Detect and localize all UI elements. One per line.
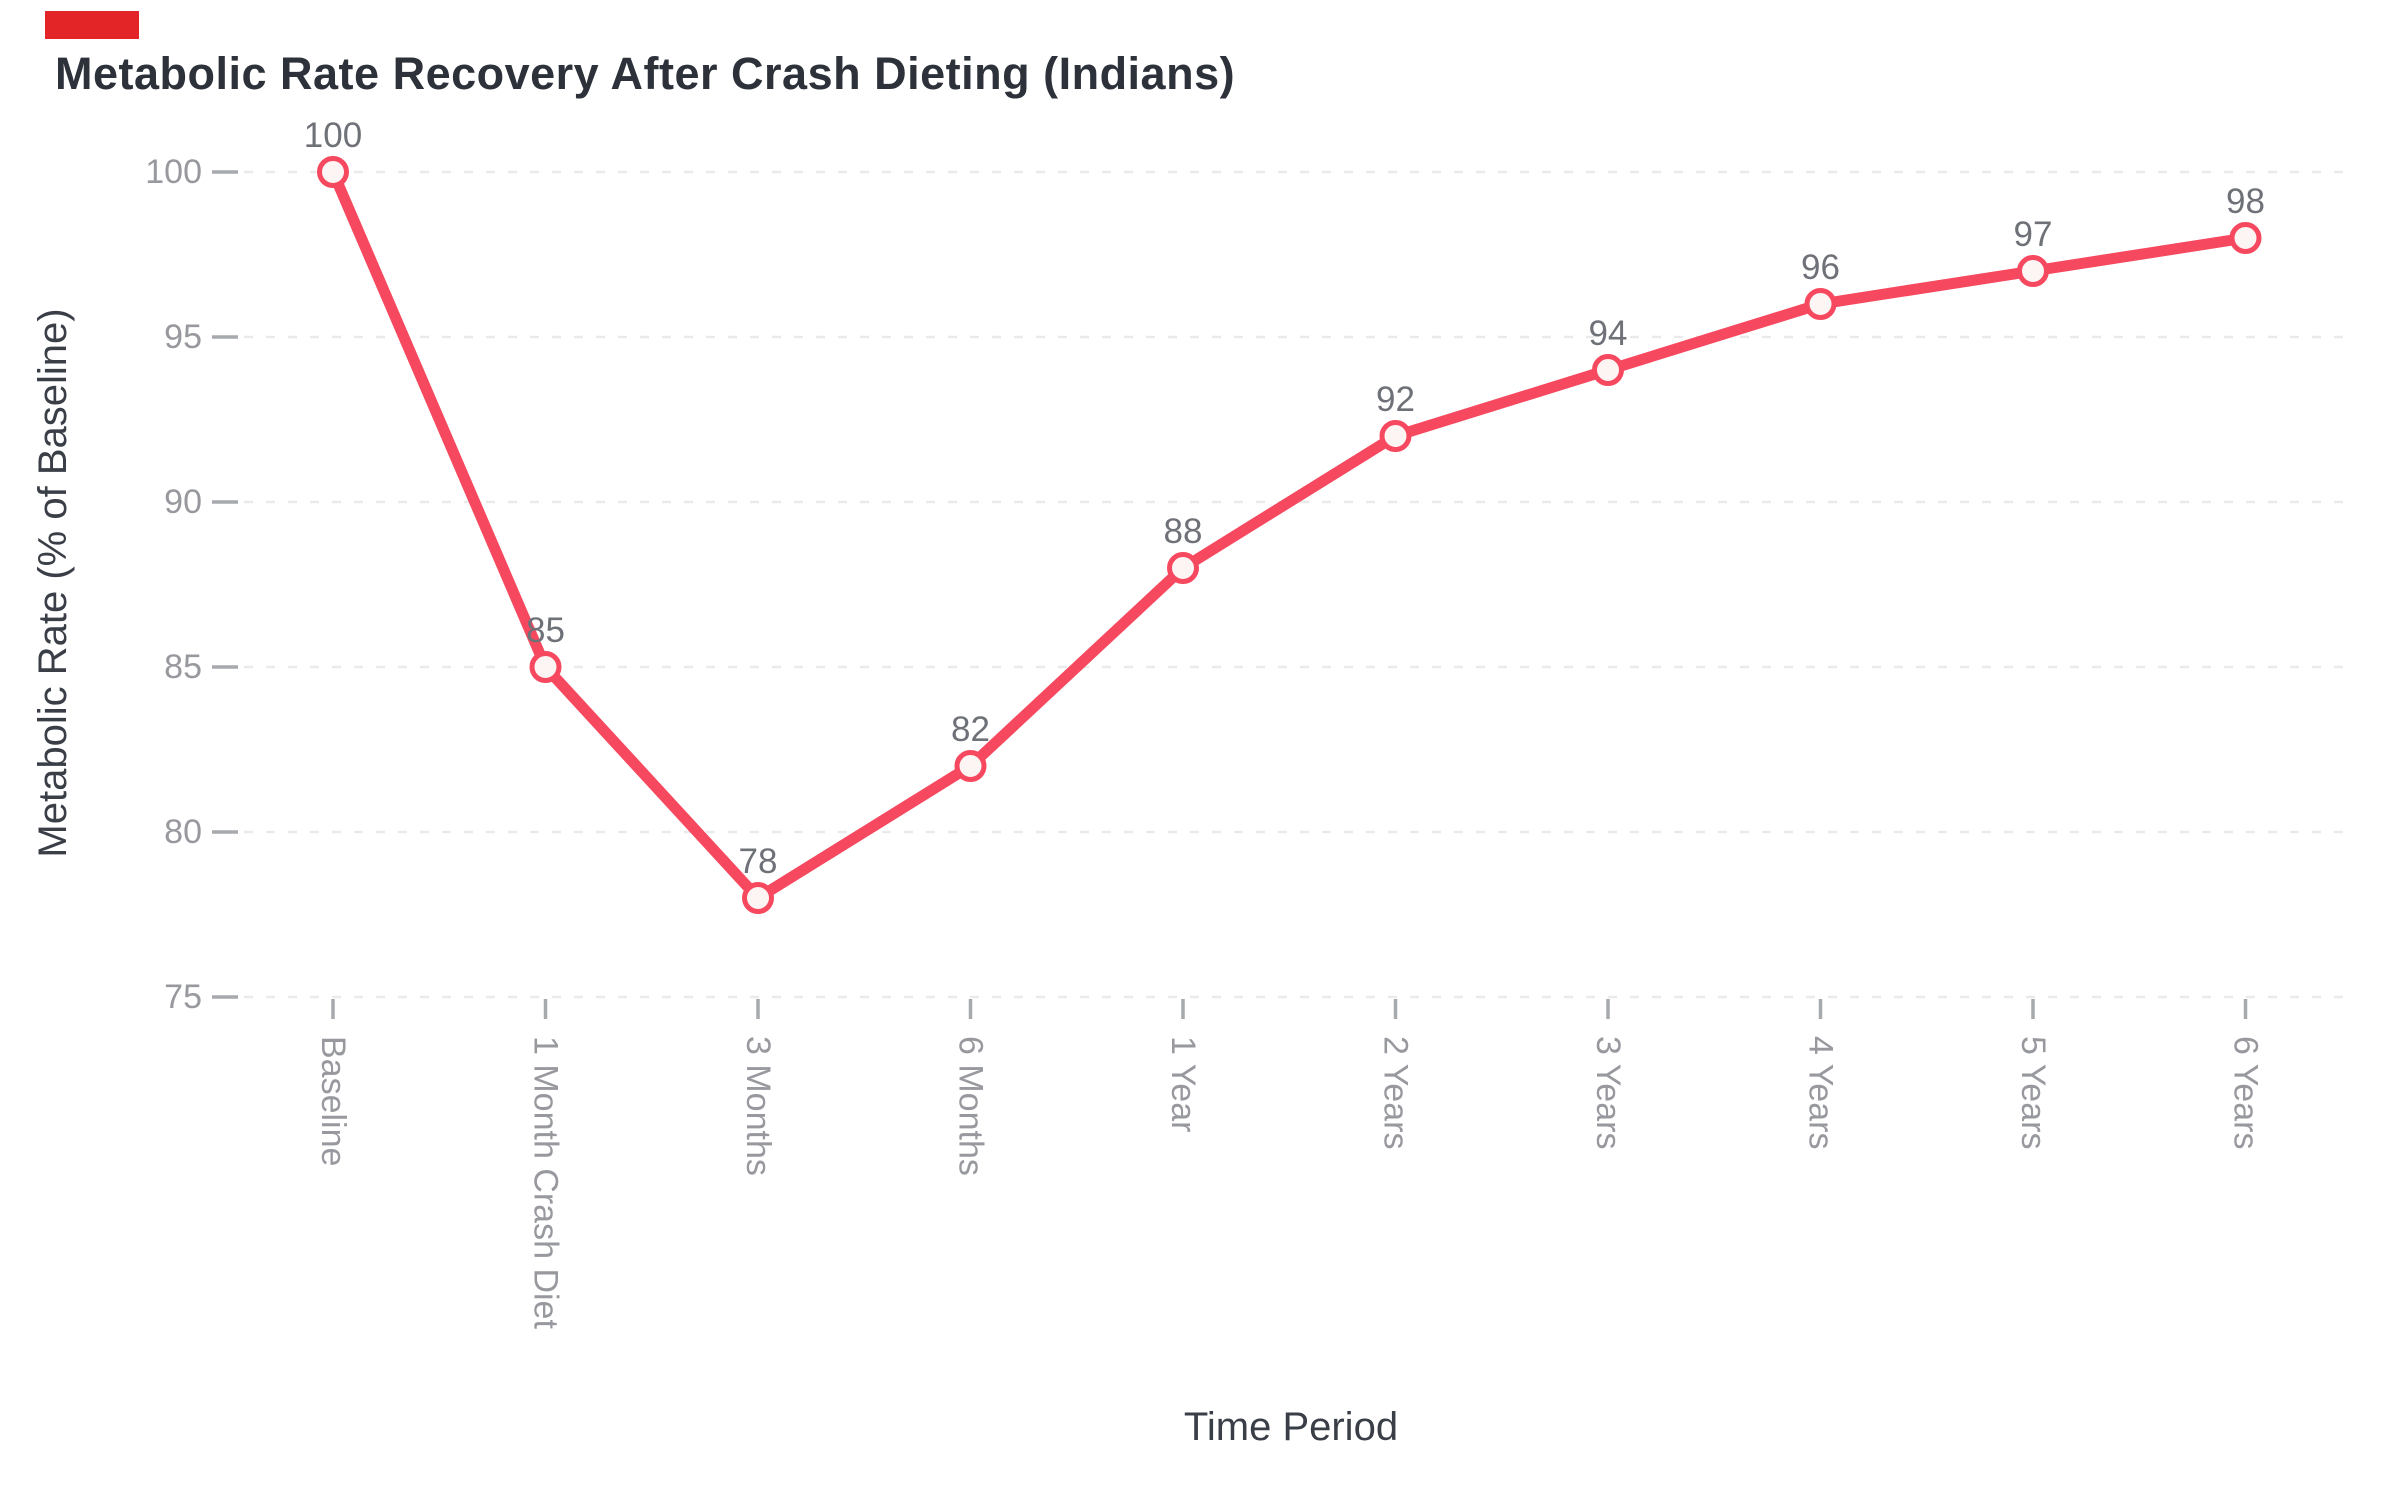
data-point-label: 92 <box>1376 380 1415 419</box>
data-point-markers <box>317 156 2262 914</box>
x-tick-label: 6 Years <box>2227 1036 2265 1149</box>
data-point-label: 98 <box>2226 182 2265 221</box>
data-point-label: 82 <box>951 710 990 749</box>
x-tick-label: 2 Years <box>1377 1036 1415 1149</box>
y-tick-label: 75 <box>164 978 202 1016</box>
data-point-marker <box>742 882 774 914</box>
series-line <box>327 166 2251 904</box>
data-point-marker <box>2017 255 2049 287</box>
y-tick-label: 90 <box>164 483 202 521</box>
data-point-marker <box>1167 552 1199 584</box>
data-point-marker <box>954 750 987 782</box>
y-axis-ticks: 100 95 90 85 80 75 <box>145 153 238 1016</box>
y-tick-label: 100 <box>145 153 202 191</box>
x-tick-label: Baseline <box>314 1036 352 1166</box>
x-tick-label: 4 Years <box>1802 1036 1840 1149</box>
x-axis-ticks: Baseline 1 Month Crash Diet 3 Months 6 Mont… <box>314 999 2265 1329</box>
data-point-label: 88 <box>1164 512 1203 551</box>
y-tick-label: 85 <box>164 648 202 686</box>
y-axis-title: Metabolic Rate (% of Baseline) <box>31 308 75 857</box>
data-point-marker <box>1592 354 1624 386</box>
x-tick-label: 1 Month Crash Diet <box>527 1036 565 1329</box>
data-point-marker <box>317 156 349 188</box>
y-tick-label: 80 <box>164 813 202 851</box>
data-point-label: 97 <box>2014 215 2053 254</box>
data-point-label: 96 <box>1801 248 1840 287</box>
x-tick-label: 5 Years <box>2014 1036 2052 1149</box>
x-axis-title: Time Period <box>1184 1405 1398 1449</box>
data-point-label: 94 <box>1589 314 1628 353</box>
x-tick-label: 6 Months <box>952 1036 990 1176</box>
chart-title: Metabolic Rate Recovery After Crash Diet… <box>55 48 1236 99</box>
data-point-label: 85 <box>526 611 565 650</box>
accent-block <box>45 11 139 39</box>
x-tick-label: 3 Years <box>1589 1036 1627 1149</box>
data-point-label: 100 <box>304 116 362 155</box>
data-point-marker <box>1804 288 1837 320</box>
data-point-label: 78 <box>739 842 778 881</box>
data-point-marker <box>529 651 562 683</box>
data-point-marker <box>1379 420 1412 452</box>
data-point-marker <box>2229 222 2262 254</box>
y-tick-label: 95 <box>164 318 202 356</box>
x-tick-label: 3 Months <box>739 1036 777 1176</box>
x-tick-label: 1 Year <box>1164 1036 1202 1132</box>
gridlines <box>244 170 2356 999</box>
data-point-labels: 100 85 78 82 88 92 94 96 97 98 <box>304 116 2265 881</box>
